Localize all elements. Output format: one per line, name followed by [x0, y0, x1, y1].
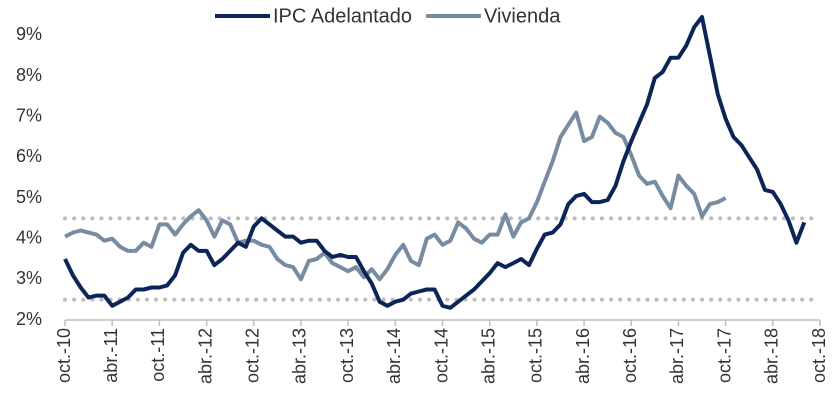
legend-label: IPC Adelantado [273, 5, 412, 27]
y-tick-label: 7% [16, 105, 42, 125]
x-tick-label: abr.-13 [290, 328, 310, 384]
x-tick-label: abr.-15 [478, 328, 498, 384]
x-tick-label: oct.-17 [714, 328, 734, 383]
legend-label: Vivienda [484, 5, 561, 27]
y-tick-label: 6% [16, 146, 42, 166]
y-tick-label: 8% [16, 65, 42, 85]
y-tick-label: 5% [16, 187, 42, 207]
x-tick-label: oct.-14 [431, 328, 451, 383]
x-tick-label: oct.-11 [148, 328, 168, 382]
x-tick-label: abr.-16 [573, 328, 593, 384]
x-tick-label: abr.-12 [195, 328, 215, 384]
x-tick-label: oct.-10 [54, 328, 74, 383]
y-tick-label: 3% [16, 268, 42, 288]
x-tick-label: abr.-17 [667, 328, 687, 384]
x-tick-label: oct.-16 [620, 328, 640, 383]
x-tick-label: oct.-18 [809, 328, 829, 383]
x-tick-label: oct.-12 [243, 328, 263, 383]
y-tick-label: 9% [16, 24, 42, 44]
series-line [63, 15, 807, 310]
x-tick-label: oct.-15 [526, 328, 546, 383]
y-tick-label: 4% [16, 227, 42, 247]
x-tick-label: oct.-13 [337, 328, 357, 383]
series-line [64, 110, 727, 282]
x-tick-label: abr.-18 [762, 328, 782, 384]
y-tick-label: 2% [16, 309, 42, 329]
x-tick-label: abr.-14 [384, 328, 404, 384]
x-tick-label: abr.-11 [101, 328, 121, 383]
